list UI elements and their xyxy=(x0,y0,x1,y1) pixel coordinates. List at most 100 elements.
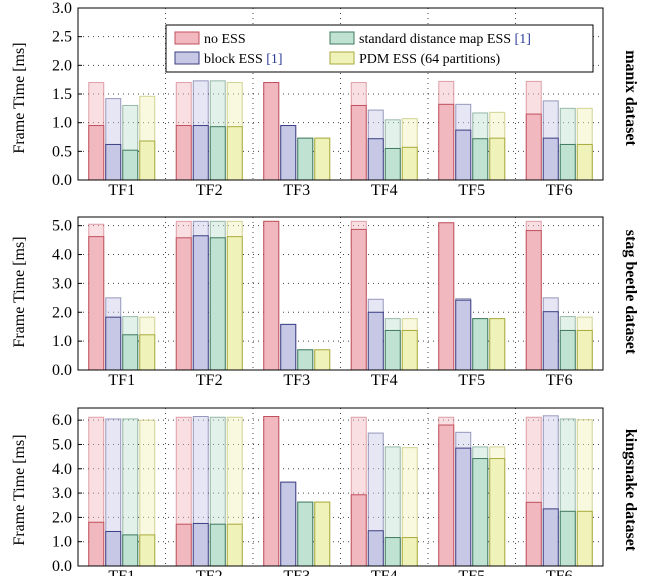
x-tick-label: TF4 xyxy=(371,182,398,199)
y-tick-label: 0.0 xyxy=(52,172,72,189)
plot-frame xyxy=(77,216,604,371)
bar-pdm xyxy=(314,501,331,567)
x-tick-label: TF1 xyxy=(108,182,135,199)
legend-swatch-no-ess xyxy=(174,31,200,45)
bar-block-ess xyxy=(105,530,122,567)
y-tick-label: 2.0 xyxy=(52,304,72,321)
x-tick-label: TF5 xyxy=(458,182,485,199)
x-tick-label: TF3 xyxy=(283,372,310,389)
bar-pdm xyxy=(489,318,506,371)
bar-std-dist xyxy=(297,137,314,181)
bar-no-ess xyxy=(525,230,542,371)
bar-no-ess xyxy=(175,523,192,567)
y-tick-label: 1.0 xyxy=(52,115,72,132)
bar-pdm xyxy=(576,510,593,567)
bar-no-ess xyxy=(88,125,105,181)
y-tick-label: 0.0 xyxy=(52,362,72,379)
x-tick-label: TF6 xyxy=(546,568,573,576)
bar-std-dist xyxy=(122,534,139,567)
x-tick-label: TF2 xyxy=(196,372,223,389)
x-tick-label: TF2 xyxy=(196,182,223,199)
y-tick-label: 4.0 xyxy=(52,461,72,478)
x-tick-label: TF2 xyxy=(196,568,223,576)
legend-label-no-ess: no ESS xyxy=(204,32,246,47)
bar-pdm xyxy=(139,534,156,567)
bar-std-dist xyxy=(559,329,576,371)
x-tick-label: TF6 xyxy=(546,182,573,199)
legend: no ESS standard distance map ESS [1] blo… xyxy=(165,24,594,73)
bar-block-ess xyxy=(367,311,384,371)
legend-label-block-ess: block ESS [1] xyxy=(204,52,283,67)
bar-no-ess xyxy=(438,103,455,181)
bar-pdm xyxy=(489,137,506,181)
y-axis-label: Frame Time [ms] xyxy=(11,236,28,347)
bar-std-dist xyxy=(209,126,226,181)
y-tick-label: 1.5 xyxy=(52,86,72,103)
bar-block-ess xyxy=(280,323,297,371)
x-tick-label: TF3 xyxy=(283,182,310,199)
x-tick-label: TF5 xyxy=(458,568,485,576)
legend-ref: [1] xyxy=(266,52,282,67)
y-tick-label: 1.0 xyxy=(52,333,72,350)
legend-box xyxy=(165,24,594,73)
plot-area: 0.0 0.5 1.0 1.5 2.0 2.5 3.0 TF1 TF2 TF3 TF4 TF5 TF6 xyxy=(52,0,604,199)
y-tick-label: 4.0 xyxy=(52,247,72,264)
bar-block-ess xyxy=(280,481,297,567)
bar-pdm xyxy=(401,146,418,181)
bar-std-dist xyxy=(472,318,489,371)
bar-no-ess xyxy=(438,222,455,371)
bar-no-ess xyxy=(525,113,542,181)
y-tick-label: 3.0 xyxy=(52,0,72,17)
bar-no-ess xyxy=(350,494,367,567)
bar-block-ess xyxy=(280,125,297,181)
bar-pdm xyxy=(139,140,156,181)
y-tick-label: 2.5 xyxy=(52,29,72,46)
legend-swatch-std-dist xyxy=(329,31,355,45)
bar-pdm xyxy=(489,458,506,567)
panel-stag-beetle: Frame Time [ms] stag beetle dataset xyxy=(11,230,639,355)
bar-pdm xyxy=(576,329,593,371)
bar-block-ess xyxy=(455,129,472,181)
bar-pdm xyxy=(139,334,156,371)
panel-kingsnake: Frame Time [ms] kingsnake dataset xyxy=(11,429,639,552)
bar-std-dist xyxy=(384,329,401,371)
bar-std-dist xyxy=(122,334,139,371)
y-axis-label: Frame Time [ms] xyxy=(11,434,28,545)
y-tick-label: 1.0 xyxy=(52,534,72,551)
bar-no-ess xyxy=(350,104,367,181)
bar-no-ess xyxy=(175,237,192,371)
y-axis-label: Frame Time [ms] xyxy=(11,42,28,153)
y-tick-label: 2.0 xyxy=(52,57,72,74)
bar-std-dist xyxy=(559,143,576,181)
y-tick-label: 6.0 xyxy=(52,412,72,429)
y-tick-label: 5.0 xyxy=(52,436,72,453)
bar-no-ess xyxy=(438,424,455,567)
bar-no-ess xyxy=(88,521,105,567)
bar-block-ess xyxy=(192,235,209,371)
bar-no-ess xyxy=(175,125,192,181)
x-tick-label: TF1 xyxy=(108,372,135,389)
x-tick-label: TF1 xyxy=(108,568,135,576)
y-tick-label: 0.0 xyxy=(52,558,72,575)
x-tick-label: TF3 xyxy=(283,568,310,576)
y-tick-label: 2.0 xyxy=(52,509,72,526)
plot-area: 0.0 1.0 2.0 3.0 4.0 5.0 6.0 TF1 TF2 TF3 TF4 TF5 TF6 xyxy=(52,407,604,576)
bar-pdm xyxy=(226,523,243,567)
legend-label-pdm: PDM ESS (64 partitions) xyxy=(359,52,501,67)
y-tick-label: 5.0 xyxy=(52,218,72,235)
x-tick-label: TF5 xyxy=(458,372,485,389)
panel-manix: Frame Time [ms] manix dataset xyxy=(11,42,639,153)
bar-block-ess xyxy=(455,299,472,371)
legend-label-std-dist: standard distance map ESS [1] xyxy=(359,32,531,47)
bar-no-ess xyxy=(525,501,542,567)
bar-block-ess xyxy=(542,137,559,181)
bar-pdm xyxy=(226,236,243,371)
y-tick-label: 3.0 xyxy=(52,275,72,292)
bar-std-dist xyxy=(297,501,314,567)
bar-pdm xyxy=(576,143,593,181)
bar-std-dist xyxy=(122,149,139,181)
bar-pdm xyxy=(314,137,331,181)
dataset-label: manix dataset xyxy=(622,50,639,146)
bar-block-ess xyxy=(542,508,559,567)
